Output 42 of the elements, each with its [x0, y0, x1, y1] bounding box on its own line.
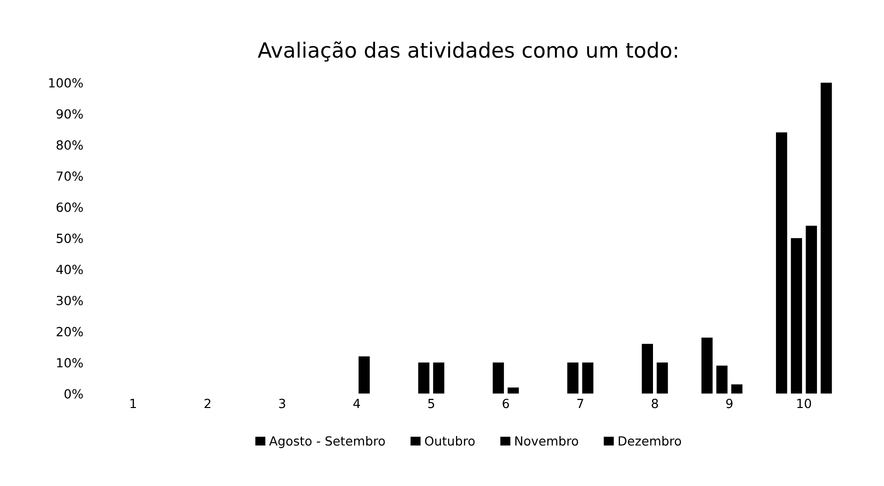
legend-label: Outubro — [425, 436, 475, 446]
x-tick-label: 5 — [428, 398, 434, 408]
bar — [716, 366, 728, 394]
legend-label: Novembro — [515, 436, 578, 446]
y-tick-label: 60% — [56, 202, 83, 212]
bar — [731, 384, 742, 394]
y-tick-label: 0% — [64, 389, 83, 399]
bar — [508, 387, 519, 394]
x-tick-label: 6 — [502, 398, 509, 408]
bar — [806, 226, 817, 394]
x-tick-label: 4 — [353, 398, 360, 408]
bar — [776, 132, 788, 394]
y-tick-label: 10% — [57, 358, 83, 368]
x-tick-label: 7 — [577, 398, 584, 408]
bar — [418, 362, 430, 394]
x-tick-label: 3 — [279, 398, 286, 408]
y-tick-label: 50% — [56, 234, 83, 244]
y-tick-label: 20% — [56, 326, 83, 336]
y-tick-label: 70% — [56, 171, 83, 181]
x-tick-label: 10 — [797, 398, 812, 408]
bar — [567, 362, 578, 394]
y-tick-label: 90% — [56, 109, 83, 119]
y-tick-label: 40% — [56, 264, 83, 274]
bar — [656, 362, 668, 394]
y-tick-label: 100% — [49, 78, 83, 88]
bar — [790, 238, 802, 394]
bar — [358, 356, 370, 394]
legend-label: Agosto - Setembro — [269, 436, 385, 448]
bar — [492, 362, 504, 394]
bar — [820, 82, 832, 394]
bar — [701, 338, 713, 394]
x-tick-label: 2 — [204, 398, 210, 408]
y-tick-label: 80% — [56, 140, 83, 150]
x-tick-label: 8 — [652, 398, 658, 408]
x-tick-label: 9 — [726, 398, 732, 408]
bar — [582, 362, 594, 394]
bar — [642, 344, 653, 394]
y-tick-label: 30% — [56, 296, 83, 306]
legend-label: Dezembro — [618, 436, 682, 446]
x-tick-label: 1 — [130, 398, 136, 408]
bar — [433, 362, 444, 394]
chart-title: Avaliação das atividades como um todo: — [258, 41, 677, 62]
